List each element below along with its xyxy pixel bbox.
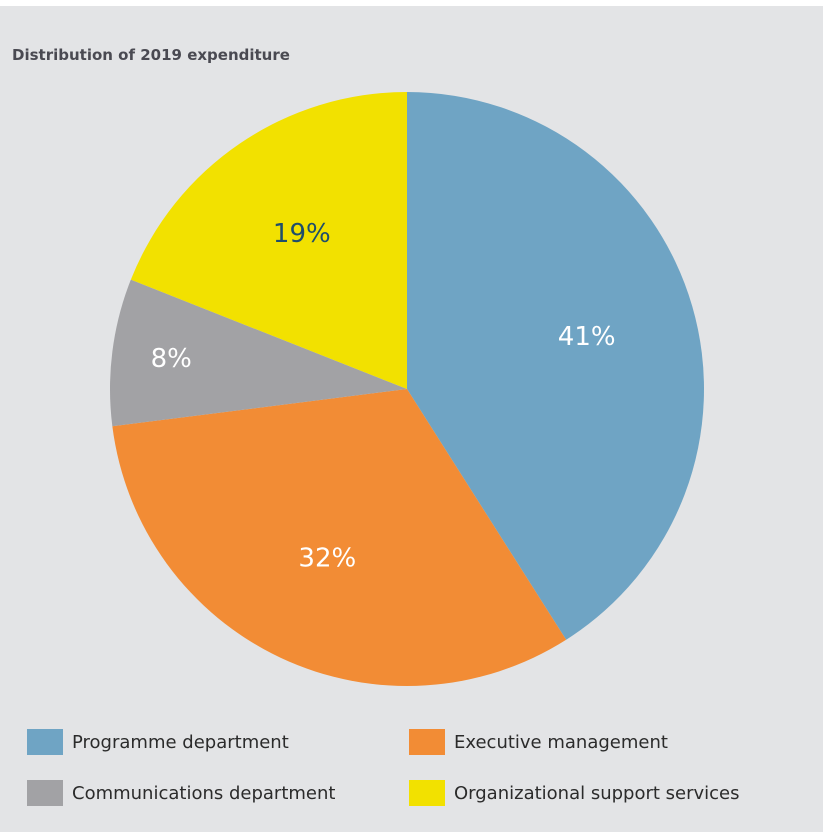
pie-slice-programme-department bbox=[407, 92, 704, 640]
legend-label: Communications department bbox=[72, 782, 336, 804]
legend-item-executive-management: Executive management bbox=[409, 727, 668, 757]
legend-item-programme-department: Programme department bbox=[27, 727, 289, 757]
legend-item-organizational-support-services: Organizational support services bbox=[409, 778, 740, 808]
legend-label: Executive management bbox=[454, 731, 668, 753]
pie-slice-executive-management bbox=[112, 389, 567, 686]
slice-percent-label: 41% bbox=[558, 322, 616, 352]
pie-slice-organizational-support-services bbox=[130, 92, 407, 389]
legend-swatch bbox=[27, 729, 63, 755]
slice-percent-label: 19% bbox=[273, 219, 331, 249]
legend-item-communications-department: Communications department bbox=[27, 778, 335, 808]
pie-slice-communications-department bbox=[110, 279, 408, 427]
legend-swatch bbox=[27, 780, 63, 806]
legend-label: Programme department bbox=[72, 731, 289, 753]
legend-swatch bbox=[409, 780, 445, 806]
legend-label: Organizational support services bbox=[454, 782, 740, 804]
slice-percent-label: 32% bbox=[298, 543, 356, 573]
slice-percent-label: 8% bbox=[151, 344, 192, 374]
chart-title: Distribution of 2019 expenditure bbox=[12, 46, 290, 64]
legend-swatch bbox=[409, 729, 445, 755]
